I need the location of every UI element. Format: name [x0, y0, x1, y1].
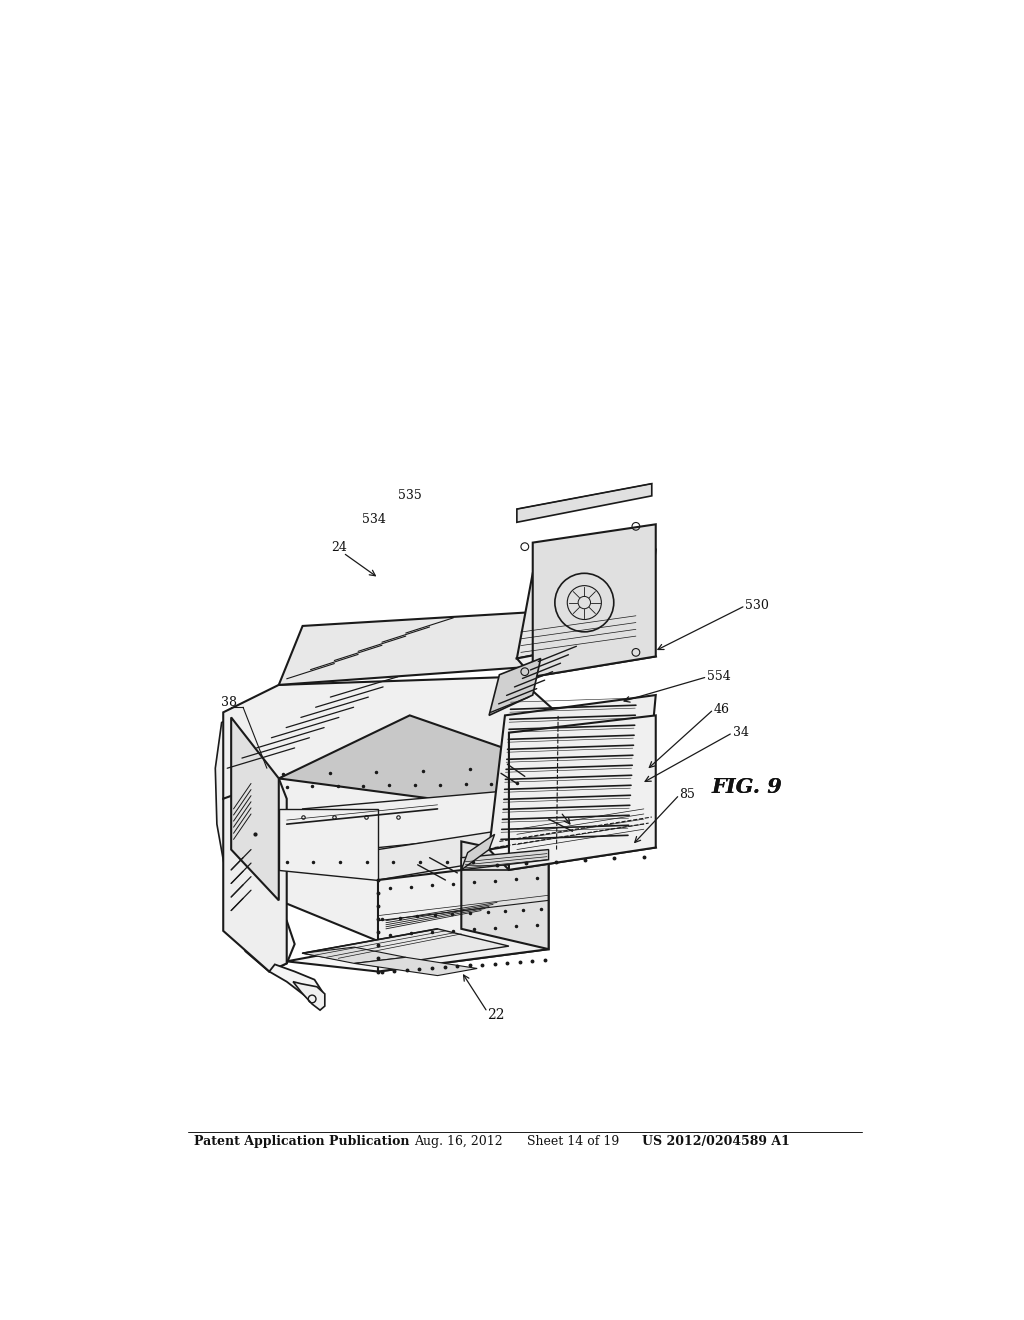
- Polygon shape: [269, 965, 323, 1001]
- Text: FIG. 9: FIG. 9: [712, 776, 782, 796]
- Text: 530: 530: [745, 599, 769, 612]
- Text: 34: 34: [733, 726, 749, 739]
- Text: 535: 535: [397, 490, 422, 503]
- Polygon shape: [461, 834, 495, 870]
- Polygon shape: [215, 718, 279, 900]
- Polygon shape: [279, 809, 378, 880]
- Polygon shape: [378, 829, 509, 880]
- Polygon shape: [279, 788, 532, 858]
- Polygon shape: [532, 524, 655, 677]
- Text: 38: 38: [221, 696, 237, 709]
- Text: 24: 24: [331, 541, 347, 554]
- Polygon shape: [461, 850, 549, 870]
- Polygon shape: [489, 824, 655, 870]
- Text: FIG. 9: FIG. 9: [712, 776, 782, 796]
- Polygon shape: [279, 715, 532, 809]
- Polygon shape: [509, 715, 655, 870]
- Polygon shape: [303, 948, 406, 964]
- Polygon shape: [287, 929, 549, 972]
- Polygon shape: [517, 634, 655, 677]
- Text: 534: 534: [362, 512, 386, 525]
- Polygon shape: [489, 696, 655, 850]
- Polygon shape: [303, 929, 509, 966]
- Polygon shape: [223, 758, 287, 972]
- Polygon shape: [354, 957, 477, 975]
- Text: Patent Application Publication: Patent Application Publication: [194, 1135, 410, 1148]
- Text: 554: 554: [708, 671, 731, 684]
- Text: 85: 85: [680, 788, 695, 801]
- Text: US 2012/0204589 A1: US 2012/0204589 A1: [642, 1135, 791, 1148]
- Polygon shape: [223, 677, 557, 799]
- Text: 22: 22: [487, 1008, 505, 1022]
- Polygon shape: [517, 483, 652, 523]
- Polygon shape: [517, 549, 655, 659]
- Text: Sheet 14 of 19: Sheet 14 of 19: [527, 1135, 620, 1148]
- Text: Aug. 16, 2012: Aug. 16, 2012: [414, 1135, 503, 1148]
- Polygon shape: [231, 718, 279, 900]
- Text: 46: 46: [714, 702, 730, 715]
- Polygon shape: [279, 611, 557, 685]
- Polygon shape: [461, 841, 549, 949]
- Polygon shape: [231, 758, 532, 941]
- Polygon shape: [489, 659, 541, 715]
- Polygon shape: [293, 982, 325, 1010]
- Polygon shape: [229, 906, 295, 972]
- Polygon shape: [378, 859, 549, 972]
